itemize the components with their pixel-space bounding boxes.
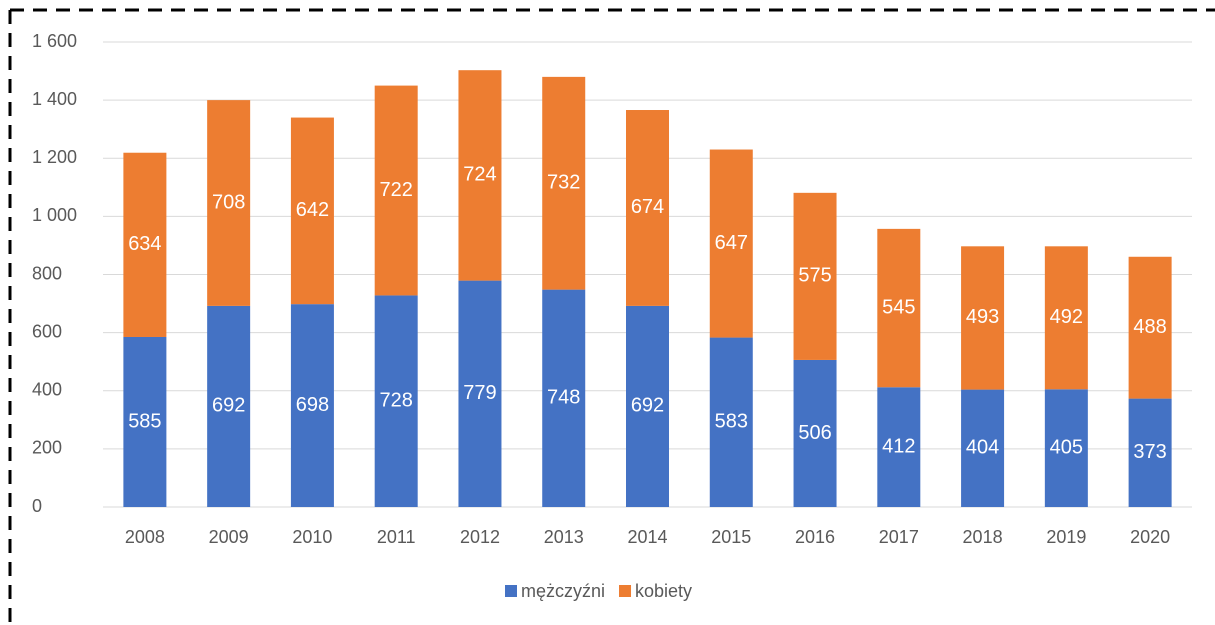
bar-segment — [1128, 256, 1172, 399]
data-label: 634 — [128, 233, 161, 255]
x-tick-label: 2019 — [1046, 527, 1086, 547]
y-tick-label: 1 600 — [32, 31, 77, 51]
bar-segment — [709, 149, 753, 338]
y-tick-label: 400 — [32, 380, 62, 400]
bar-segment — [793, 359, 837, 507]
bar-segment — [1128, 398, 1172, 507]
bar-segment — [123, 336, 167, 507]
bar-segment — [877, 228, 921, 388]
data-label: 728 — [380, 389, 413, 411]
bar-segment — [123, 152, 167, 337]
legend-swatch — [619, 585, 632, 597]
data-label: 642 — [296, 199, 329, 221]
bar-segment — [374, 85, 418, 296]
data-label: 674 — [631, 196, 664, 218]
legend-label: mężczyźni — [521, 581, 605, 601]
bar-segment — [961, 246, 1005, 390]
x-tick-label: 2016 — [795, 527, 835, 547]
data-label: 493 — [966, 306, 999, 328]
data-label: 412 — [882, 435, 915, 457]
data-label: 692 — [631, 395, 664, 417]
data-label: 692 — [212, 395, 245, 417]
x-tick-label: 2009 — [209, 527, 249, 547]
x-tick-label: 2018 — [963, 527, 1003, 547]
data-label: 698 — [296, 394, 329, 416]
y-tick-label: 200 — [32, 438, 62, 458]
data-label: 506 — [798, 422, 831, 444]
bar-segment — [458, 280, 502, 507]
data-label: 575 — [798, 265, 831, 287]
bar-segment — [207, 305, 251, 507]
data-label: 583 — [715, 411, 748, 433]
x-tick-label: 2010 — [292, 527, 332, 547]
bar-segment — [1044, 246, 1088, 390]
y-tick-label: 1 400 — [32, 89, 77, 109]
data-label: 488 — [1133, 316, 1166, 338]
data-label: 722 — [380, 179, 413, 201]
y-tick-label: 1 200 — [32, 147, 77, 167]
legend-label: kobiety — [635, 581, 692, 601]
y-tick-label: 1 000 — [32, 205, 77, 225]
bar-segment — [542, 289, 586, 507]
y-tick-label: 800 — [32, 263, 62, 283]
y-tick-label: 600 — [32, 321, 62, 341]
x-tick-label: 2012 — [460, 527, 500, 547]
bar-segment — [626, 305, 669, 507]
bar-segment — [709, 337, 753, 507]
bar-segment — [961, 389, 1005, 507]
data-label: 724 — [463, 164, 496, 186]
x-tick-label: 2020 — [1130, 527, 1170, 547]
bar-segment — [542, 76, 586, 290]
data-label: 708 — [212, 191, 245, 213]
data-label: 585 — [128, 410, 161, 432]
bar-segment — [1044, 389, 1088, 507]
x-tick-label: 2011 — [377, 527, 416, 547]
bar-segment — [626, 110, 669, 306]
data-label: 492 — [1050, 306, 1083, 328]
bar-segment — [374, 295, 418, 507]
bar-segment — [290, 117, 334, 305]
bar-segment — [290, 304, 334, 507]
data-label: 545 — [882, 296, 915, 318]
data-label: 373 — [1133, 441, 1166, 463]
dashed-border — [8, 8, 1215, 625]
x-tick-label: 2015 — [711, 527, 751, 547]
x-tick-label: 2008 — [125, 527, 165, 547]
x-tick-label: 2014 — [627, 527, 667, 547]
bar-segment — [877, 387, 921, 507]
bar-segment — [458, 70, 502, 281]
data-label: 748 — [547, 387, 580, 409]
data-label: 405 — [1050, 436, 1083, 458]
data-label: 404 — [966, 437, 999, 459]
x-tick-label: 2013 — [544, 527, 584, 547]
data-label: 779 — [463, 382, 496, 404]
bar-segment — [207, 100, 251, 306]
data-label: 647 — [715, 232, 748, 254]
bar-segment — [793, 192, 837, 360]
data-label: 732 — [547, 172, 580, 194]
x-tick-label: 2017 — [879, 527, 919, 547]
y-tick-label: 0 — [32, 496, 42, 516]
legend-swatch — [505, 585, 517, 597]
